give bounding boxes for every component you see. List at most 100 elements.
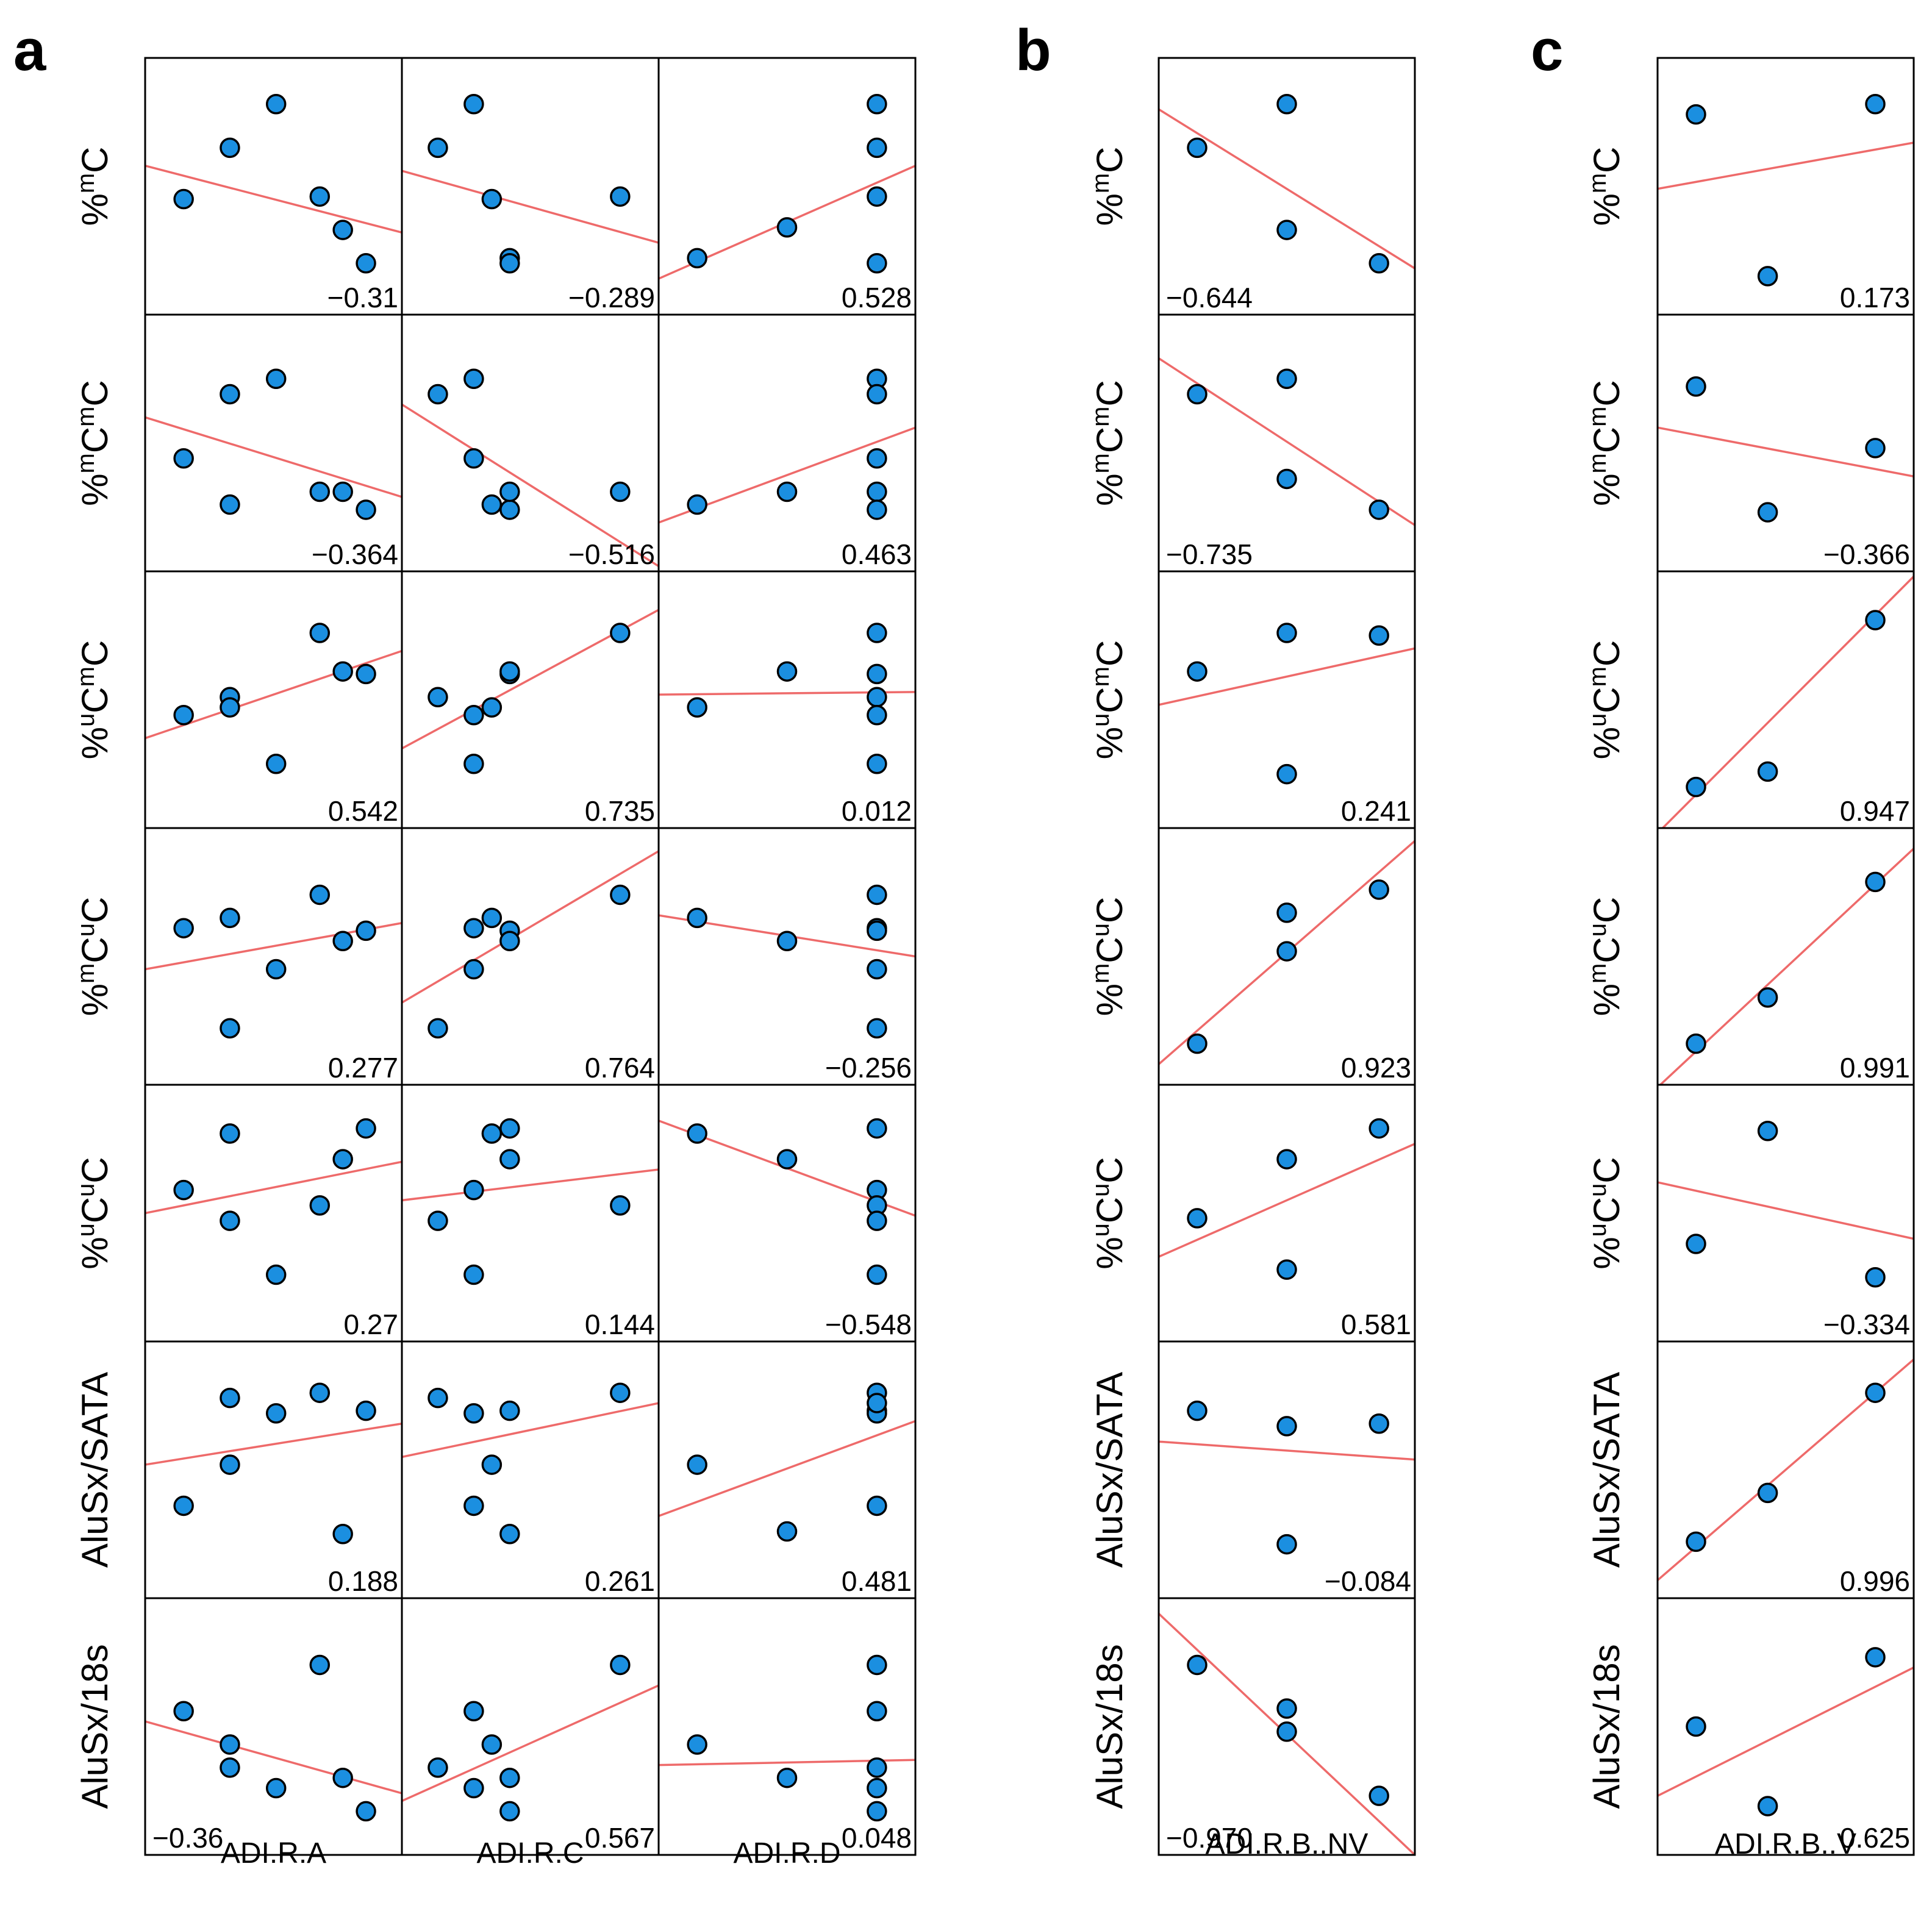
row-label-text: C [1586, 427, 1627, 453]
data-point [265, 1777, 287, 1799]
data-point [867, 884, 887, 905]
data-point [481, 494, 503, 515]
row-label-superscript: u [1584, 923, 1611, 937]
scatter-cell: 0.735 [401, 570, 660, 829]
row-label-text: % [74, 984, 115, 1016]
data-point [428, 1210, 448, 1231]
column-label: ADI.R.D [733, 1837, 840, 1870]
regression-line [1159, 647, 1415, 706]
data-point [687, 1454, 707, 1475]
data-point [428, 137, 448, 159]
data-point [356, 253, 376, 274]
data-point [265, 368, 287, 389]
row-label: %uCuC [1087, 1157, 1130, 1270]
data-point [1276, 94, 1297, 115]
data-point [332, 220, 353, 240]
correlation-value: 0.625 [1840, 1822, 1910, 1854]
data-point [1686, 776, 1706, 798]
scatter-cell: 0.261 [401, 1340, 660, 1599]
regression-line [145, 416, 402, 498]
row-label: %uCuC [73, 1157, 115, 1270]
data-point [1865, 1647, 1886, 1668]
data-point [610, 186, 631, 207]
cell-frame [1157, 313, 1416, 573]
data-point [867, 1018, 887, 1039]
data-point [265, 1403, 287, 1424]
data-point [220, 494, 240, 515]
data-point [428, 384, 448, 405]
scatter-cell: 0.173 [1656, 57, 1915, 316]
data-point [481, 1734, 503, 1755]
row-label-text: C [1586, 146, 1627, 173]
data-point [428, 1387, 448, 1409]
correlation-value: 0.012 [842, 795, 912, 827]
row-label-text: C [1586, 1157, 1627, 1183]
data-point [1276, 1698, 1297, 1719]
data-point [220, 1454, 240, 1475]
regression-line [402, 170, 659, 244]
correlation-value: 0.947 [1840, 795, 1910, 827]
data-point [499, 1524, 520, 1545]
row-label-superscript: u [1584, 713, 1611, 727]
data-point [776, 1149, 798, 1170]
data-point [332, 481, 353, 502]
row-label-superscript: m [1087, 173, 1114, 193]
row-label: %mCuC [1584, 897, 1627, 1016]
regression-line [659, 1420, 915, 1517]
data-point [1368, 879, 1389, 900]
data-point [309, 1195, 331, 1216]
data-point [220, 1734, 240, 1755]
row-label-text: C [1089, 1197, 1130, 1223]
scatter-cell: 0.923 [1157, 827, 1416, 1086]
data-point [463, 1777, 484, 1799]
data-point [463, 1179, 484, 1201]
regression-line [1159, 108, 1415, 270]
data-point [220, 1210, 240, 1231]
regression-line [1159, 1143, 1415, 1258]
row-label-text: % [1089, 473, 1130, 505]
scatter-cell: −0.366 [1656, 313, 1915, 573]
correlation-value: 0.567 [585, 1822, 655, 1854]
correlation-value: 0.261 [585, 1565, 655, 1597]
row-label-superscript: m [73, 406, 99, 426]
data-point [463, 1495, 484, 1516]
data-point [1276, 1149, 1297, 1170]
data-point [220, 1387, 240, 1409]
data-point [867, 384, 887, 405]
data-point [610, 884, 631, 905]
data-point [499, 481, 520, 502]
row-label-text: % [1586, 473, 1627, 505]
data-point [610, 1382, 631, 1403]
data-point [1686, 1716, 1706, 1737]
row-label: %mCmC [1087, 380, 1130, 506]
correlation-value: −0.334 [1823, 1309, 1910, 1340]
correlation-value: 0.996 [1840, 1565, 1910, 1597]
data-point [481, 188, 503, 210]
correlation-value: 0.581 [1341, 1309, 1411, 1340]
data-point [1276, 1721, 1297, 1742]
row-label-text: C [1089, 640, 1130, 666]
row-label-text: C [1089, 937, 1130, 963]
data-point [867, 663, 887, 685]
data-point [499, 661, 520, 682]
row-label: AluSx/SATA [74, 1372, 115, 1568]
correlation-value: 0.542 [328, 795, 398, 827]
data-point [173, 188, 194, 210]
row-label-text: % [1586, 727, 1627, 759]
scatter-cell: −0.548 [657, 1084, 917, 1343]
scatter-cell: 0.481 [657, 1340, 917, 1599]
cell-frame [1656, 1084, 1915, 1343]
row-label-superscript: m [1087, 963, 1114, 984]
correlation-value: 0.528 [842, 282, 912, 313]
data-point [463, 448, 484, 469]
correlation-value: −0.735 [1166, 538, 1253, 570]
correlation-value: −0.36 [152, 1822, 223, 1854]
data-point [265, 959, 287, 980]
correlation-value: −0.644 [1166, 282, 1253, 313]
data-point [463, 94, 484, 115]
data-point [867, 253, 887, 274]
cell-frame [1157, 570, 1416, 829]
row-label-superscript: m [1584, 173, 1611, 193]
data-point [1757, 1121, 1778, 1141]
